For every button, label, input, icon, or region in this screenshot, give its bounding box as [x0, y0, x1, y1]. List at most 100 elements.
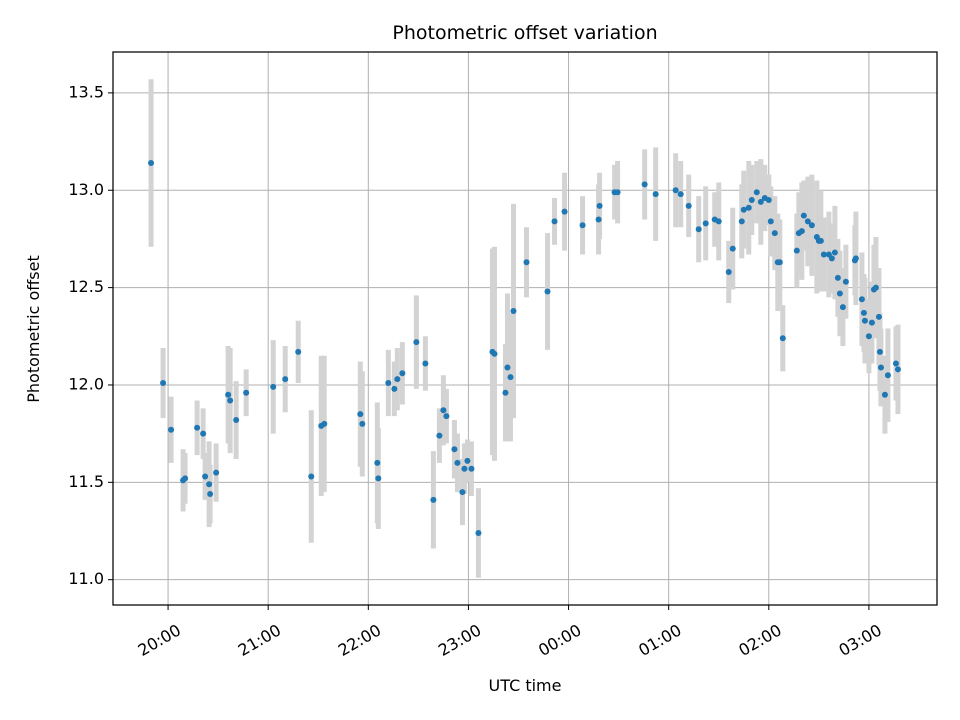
x-axis-label: UTC time: [489, 676, 562, 695]
data-point: [464, 457, 471, 464]
data-point: [839, 304, 846, 311]
data-point: [808, 222, 815, 229]
chart-title: Photometric offset variation: [392, 22, 657, 44]
data-point: [779, 335, 786, 342]
data-point: [391, 385, 398, 392]
data-point: [776, 259, 783, 266]
data-point: [502, 389, 509, 396]
data-point: [468, 465, 475, 472]
data-point: [213, 469, 220, 476]
data-point: [892, 360, 899, 367]
data-point: [820, 251, 827, 258]
data-point: [422, 360, 429, 367]
data-point: [227, 397, 234, 404]
data-point: [394, 376, 401, 383]
data-point: [798, 228, 805, 235]
data-point: [817, 237, 824, 244]
data-point: [596, 202, 603, 209]
data-point: [729, 245, 736, 252]
data-point: [168, 426, 175, 433]
y-tick-label: 11.0: [68, 569, 104, 588]
data-point: [865, 333, 872, 340]
data-point: [875, 313, 882, 320]
data-point: [757, 198, 764, 205]
data-point: [738, 218, 745, 225]
data-point: [206, 481, 213, 488]
data-point: [225, 391, 232, 398]
data-point: [652, 191, 659, 198]
data-point: [715, 218, 722, 225]
data-point: [641, 181, 648, 188]
data-point: [677, 191, 684, 198]
data-point: [375, 475, 382, 482]
data-point: [475, 529, 482, 536]
data-point: [374, 459, 381, 466]
data-point: [877, 364, 884, 371]
data-point: [702, 220, 709, 227]
data-point: [359, 420, 366, 427]
data-point: [831, 249, 838, 256]
data-point: [852, 255, 859, 262]
data-point: [861, 317, 868, 324]
plot-frame: [112, 51, 938, 606]
data-point: [793, 247, 800, 254]
data-point: [858, 296, 865, 303]
data-point: [308, 473, 315, 480]
data-point: [270, 383, 277, 390]
y-tick-label: 12.5: [68, 277, 104, 296]
data-point: [872, 284, 879, 291]
data-point: [233, 417, 240, 424]
data-point: [440, 407, 447, 414]
data-point: [800, 212, 807, 219]
data-point: [160, 380, 167, 387]
data-point: [561, 208, 568, 215]
data-point: [194, 424, 201, 431]
data-point: [771, 230, 778, 237]
data-point: [436, 432, 443, 439]
data-point: [202, 473, 209, 480]
y-axis: 11.0 11.5 12.0 12.5 13.0 13.5: [68, 82, 113, 588]
data-point: [507, 374, 514, 381]
data-point: [510, 307, 517, 314]
data-point: [321, 420, 328, 427]
data-point: [544, 288, 551, 295]
data-point: [451, 446, 458, 453]
data-point: [454, 459, 461, 466]
data-point: [459, 489, 466, 496]
data-point: [725, 269, 732, 276]
data-point: [767, 218, 774, 225]
data-point: [282, 376, 289, 383]
data-point: [200, 430, 207, 437]
data-point: [523, 259, 530, 266]
data-point: [551, 218, 558, 225]
data-point: [695, 226, 702, 233]
data-point: [834, 274, 841, 281]
data-point: [672, 187, 679, 194]
data-point: [413, 339, 420, 346]
data-point: [595, 216, 602, 223]
data-point: [860, 309, 867, 316]
data-point: [876, 348, 883, 355]
y-tick-label: 13.0: [68, 180, 104, 199]
y-axis-label: Photometric offset: [24, 255, 43, 403]
data-point: [385, 380, 392, 387]
data-point: [504, 364, 511, 371]
data-point: [740, 206, 747, 213]
y-tick-label: 12.0: [68, 374, 104, 393]
data-point: [894, 366, 901, 373]
data-point: [443, 413, 450, 420]
data-point: [491, 350, 498, 357]
data-point: [836, 290, 843, 297]
y-tick-label: 13.5: [68, 82, 104, 101]
y-tick-label: 11.5: [68, 472, 104, 491]
data-point: [868, 319, 875, 326]
data-point: [243, 389, 250, 396]
data-point: [357, 411, 364, 418]
data-point: [765, 196, 772, 203]
data-point: [753, 189, 760, 196]
data-point: [148, 159, 155, 166]
data-point: [461, 465, 468, 472]
data-point: [748, 196, 755, 203]
